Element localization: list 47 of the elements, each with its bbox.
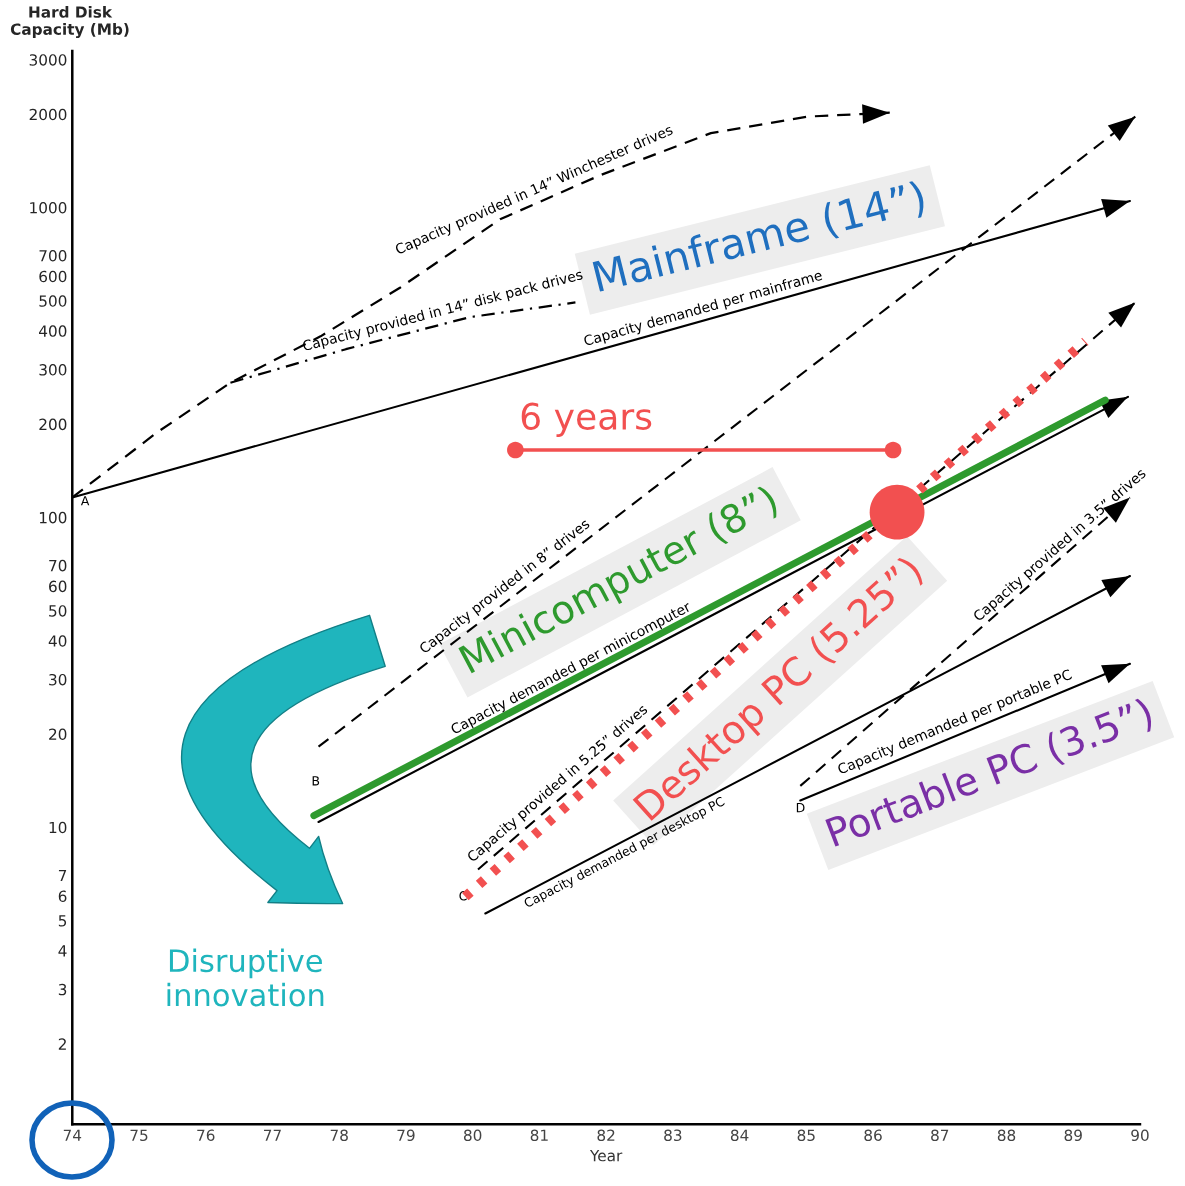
y-tick-label: 20 — [49, 728, 67, 741]
x-tick-label: 80 — [463, 1129, 482, 1142]
x-tick-label: 88 — [997, 1129, 1016, 1142]
y-tick-label: 100 — [39, 511, 67, 524]
y-tick-label: 1000 — [30, 202, 67, 214]
annotation: D — [796, 803, 805, 813]
annotation: Disruptive innovation — [167, 948, 324, 1007]
y-axis-title: Hard Disk Capacity (Mb) — [10, 6, 129, 39]
annotation: B — [312, 776, 320, 786]
x-tick-label: 79 — [397, 1129, 415, 1142]
series-label: 6 years — [521, 402, 652, 437]
x-tick-label: 83 — [664, 1129, 682, 1142]
y-tick-label: 3000 — [29, 54, 67, 66]
y-tick-label: 2000 — [29, 108, 67, 121]
y-tick-label: 10 — [49, 821, 67, 834]
y-tick-label: 30 — [49, 673, 67, 686]
y-tick-label: 70 — [49, 559, 67, 572]
y-tick-label: 600 — [39, 270, 67, 283]
annotation: A — [80, 496, 90, 506]
y-tick-label: 500 — [39, 295, 67, 307]
x-tick-label: 77 — [264, 1129, 281, 1141]
x-tick-label: 90 — [1131, 1129, 1149, 1142]
y-tick-label: 5 — [58, 915, 67, 927]
x-tick-label: 84 — [730, 1129, 749, 1142]
y-tick-label: 50 — [49, 605, 67, 617]
x-axis-title: Year — [589, 1150, 623, 1162]
x-tick-label: 75 — [130, 1129, 148, 1142]
y-tick-label: 60 — [49, 580, 67, 593]
x-tick-label: 76 — [197, 1129, 215, 1142]
y-tick-label: 200 — [39, 418, 67, 431]
y-tick-label: 2 — [58, 1038, 66, 1050]
y-tick-label: 300 — [39, 364, 67, 376]
x-tick-label: 78 — [330, 1129, 348, 1142]
x-tick-label: 81 — [530, 1129, 548, 1142]
y-tick-label: 400 — [39, 325, 67, 337]
x-tick-label: 85 — [797, 1129, 815, 1142]
x-tick-label: 82 — [597, 1129, 615, 1142]
y-tick-label: 6 — [58, 890, 67, 903]
x-tick-label: 89 — [1064, 1129, 1082, 1142]
x-tick-label: 87 — [931, 1129, 949, 1142]
x-tick-label: 74 — [63, 1129, 82, 1141]
y-tick-label: 40 — [48, 635, 67, 647]
y-tick-label: 3 — [58, 983, 67, 996]
x-tick-label: 86 — [864, 1129, 882, 1142]
y-tick-label: 700 — [39, 250, 67, 262]
y-tick-label: 4 — [58, 945, 67, 957]
y-tick-label: 7 — [58, 869, 67, 882]
